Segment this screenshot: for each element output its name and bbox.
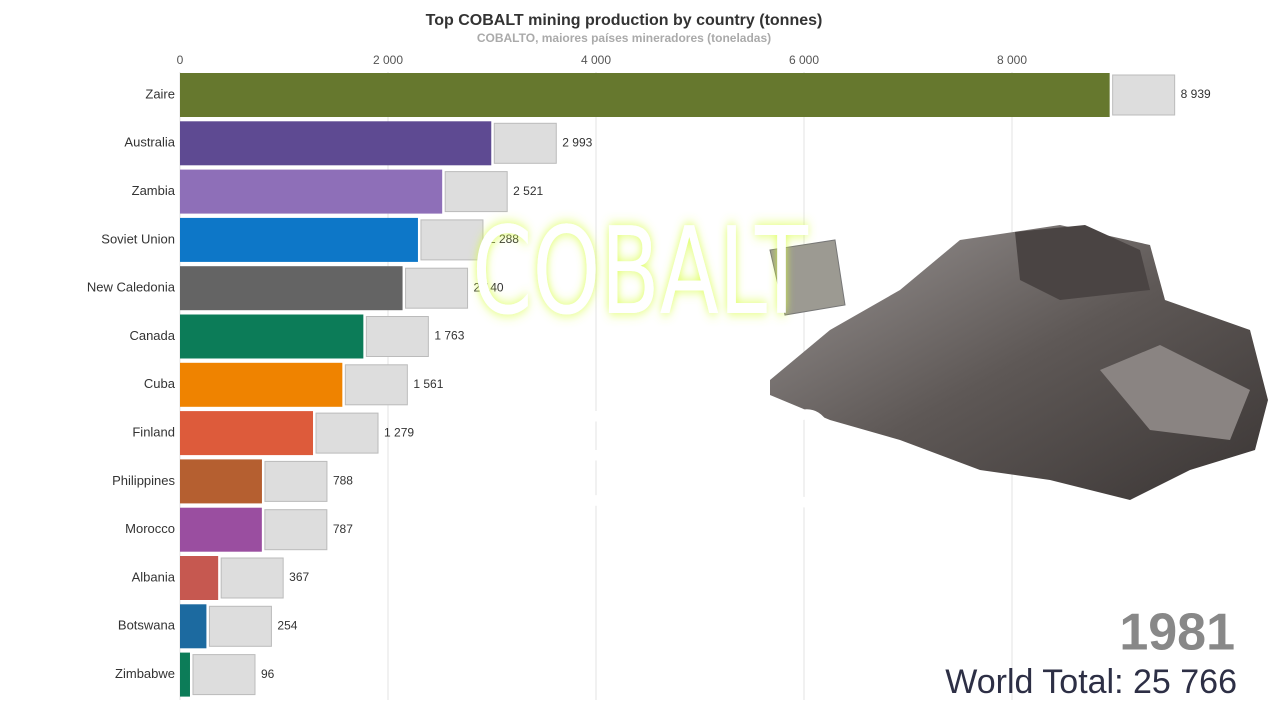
category-label: Philippines	[112, 473, 175, 488]
category-label: Morocco	[125, 521, 175, 536]
bar	[180, 314, 364, 359]
category-label: Zambia	[132, 183, 176, 198]
value-label: 1 561	[413, 377, 443, 391]
category-label: Albania	[132, 569, 176, 584]
flag	[1112, 74, 1176, 116]
value-label: 1 279	[384, 425, 414, 439]
x-tick-label: 2 000	[373, 53, 403, 67]
bar	[180, 652, 190, 697]
category-label: Soviet Union	[101, 231, 175, 246]
category-label: Australia	[124, 135, 175, 150]
category-label: Canada	[129, 328, 175, 343]
bar	[180, 507, 262, 552]
value-label: 1 763	[434, 329, 464, 343]
value-label: 2 288	[489, 232, 519, 246]
year-label: 1981	[1119, 604, 1235, 662]
bar	[180, 604, 207, 649]
flag	[405, 267, 469, 309]
category-label: New Caledonia	[87, 280, 176, 295]
flag	[208, 605, 272, 647]
total-label: World Total: 25 766	[945, 663, 1237, 701]
category-label: Finland	[132, 425, 175, 440]
category-label: Zaire	[145, 86, 175, 101]
x-tick-label: 6 000	[789, 53, 819, 67]
value-label: 2 521	[513, 184, 543, 198]
value-label: 96	[261, 667, 275, 681]
bar	[180, 459, 262, 504]
value-label: 2 993	[562, 135, 592, 149]
flag	[315, 412, 379, 454]
category-label: Cuba	[144, 376, 176, 391]
flag	[220, 557, 284, 599]
bar	[180, 73, 1110, 117]
value-label: 367	[289, 570, 309, 584]
flag	[420, 219, 484, 261]
bar	[180, 217, 418, 262]
bar	[180, 362, 343, 407]
bar	[180, 556, 219, 600]
plot: 0 2 000 4 000 6 000 8 000 8 939 Zaire 2 993 Aust…	[87, 53, 1211, 700]
flag	[493, 122, 557, 164]
bar	[180, 169, 443, 214]
chart-title: Top COBALT mining production by country …	[426, 12, 823, 29]
chart-subtitle: COBALTO, maiores países mineradores (ton…	[477, 31, 771, 45]
bar	[180, 121, 492, 166]
flag	[192, 654, 256, 696]
flag	[365, 316, 429, 357]
x-tick-label: 4 000	[581, 53, 611, 67]
flag	[264, 460, 328, 502]
cobalt-image	[769, 225, 1268, 500]
flag	[344, 364, 408, 406]
category-label: Botswana	[118, 618, 176, 633]
overlay-subtitle: COBALTO	[440, 385, 841, 536]
value-label: 787	[333, 522, 353, 536]
value-label: 8 939	[1181, 87, 1211, 101]
overlay-title: COBALT	[472, 202, 809, 342]
x-tick-label: 8 000	[997, 53, 1027, 67]
value-label: 788	[333, 474, 353, 488]
flag	[264, 509, 328, 551]
bar	[180, 266, 403, 311]
value-label: 254	[277, 618, 297, 632]
bar	[180, 411, 314, 456]
flag	[444, 171, 508, 213]
value-label: 2 140	[474, 280, 504, 294]
category-label: Zimbabwe	[115, 666, 175, 681]
x-tick-label: 0	[177, 53, 184, 67]
